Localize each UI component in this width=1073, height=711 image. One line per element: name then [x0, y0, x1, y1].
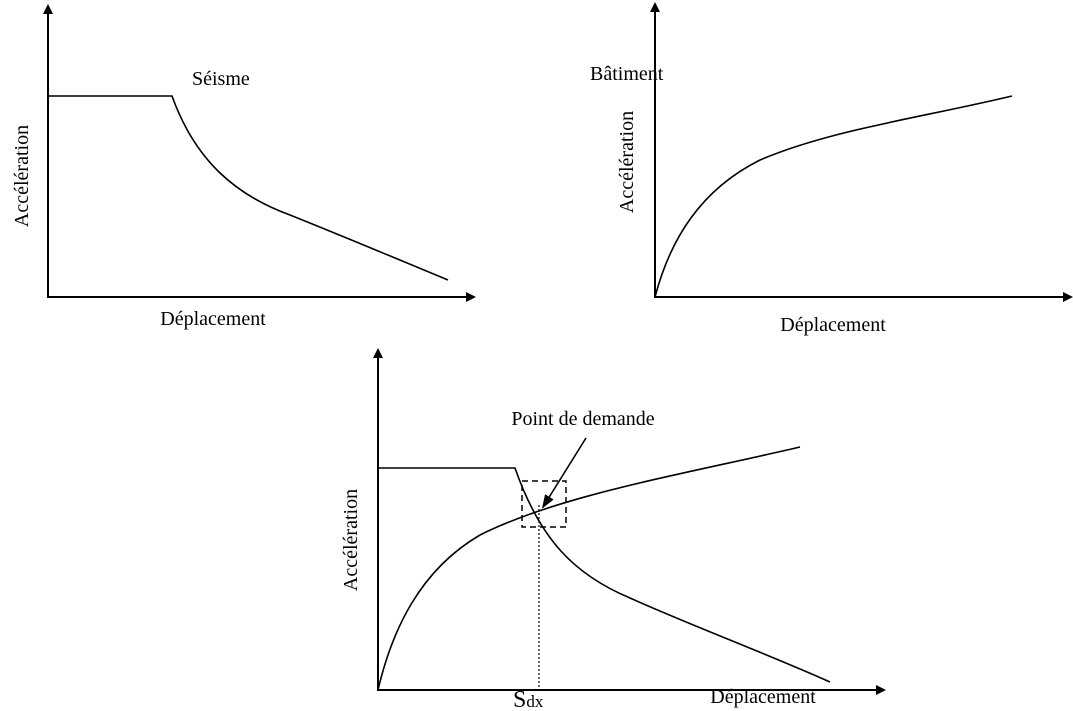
y-label: Accélération [340, 489, 362, 591]
point-label: Sdx [513, 687, 544, 711]
annotation: Point de demande [511, 408, 654, 430]
x-label: Déplacement [160, 308, 266, 330]
panel-title: Séisme [192, 68, 250, 90]
x-label: Déplacement [710, 686, 816, 708]
demand-curve [48, 95, 449, 281]
panel-batiment: Bâtiment Accélération Déplacement [590, 2, 1073, 336]
demand-box [521, 480, 567, 528]
demand-curve [378, 467, 831, 683]
capacity-curve [377, 446, 801, 691]
panel-combined: Point de demande Accélération Déplacemen… [340, 348, 886, 711]
pointer-arrow [541, 437, 587, 509]
panel-seisme: Séisme Accélération Déplacement [11, 4, 476, 330]
y-label: Accélération [616, 111, 638, 213]
y-label: Accélération [11, 125, 33, 227]
point-label-sub: dx [526, 692, 544, 711]
capacity-curve [654, 95, 1013, 298]
panel-title: Bâtiment [590, 63, 664, 85]
point-label-main: S [513, 687, 526, 711]
x-label: Déplacement [780, 314, 886, 336]
